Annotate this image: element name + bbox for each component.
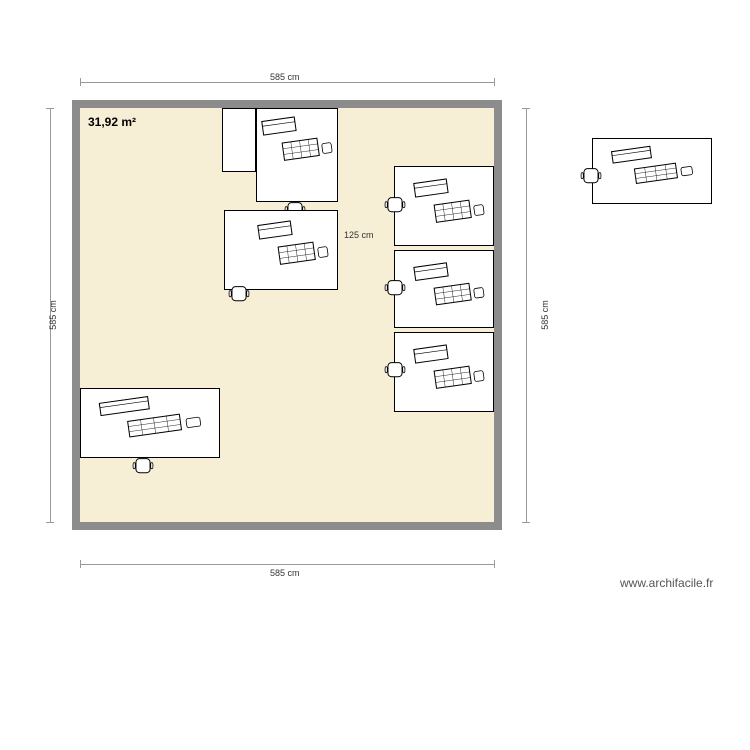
dim-bottom-line — [80, 564, 494, 565]
right-bot-desk-chair — [384, 360, 406, 382]
right-mid-desk-workstation — [411, 259, 489, 319]
bottom-left-desk-chair — [132, 456, 154, 478]
floorplan-canvas: 31,92 m² 585 cm585 cm585 cm585 cm125 cm … — [0, 0, 750, 750]
center-desk-chair — [228, 284, 250, 306]
dim-right-label: 585 cm — [540, 300, 550, 330]
dim-interior-label: 125 cm — [344, 230, 374, 240]
external-desk — [592, 138, 712, 204]
adrien-desk — [256, 108, 338, 202]
external-desk-chair — [580, 166, 602, 188]
right-top-desk — [394, 166, 494, 246]
bottom-left-desk-workstation — [93, 393, 209, 449]
bottom-left-desk — [80, 388, 220, 458]
adrien-desk-workstation — [259, 113, 337, 175]
dim-right-line — [526, 108, 527, 522]
right-mid-desk — [394, 250, 494, 328]
dim-bottom-label: 585 cm — [270, 568, 300, 578]
dim-left-label: 585 cm — [48, 300, 58, 330]
room-area-label: 31,92 m² — [88, 115, 136, 129]
right-top-desk-chair — [384, 195, 406, 217]
external-desk-workstation — [607, 143, 699, 195]
watermark: www.archifacile.fr — [620, 576, 713, 590]
dim-top-line — [80, 82, 494, 83]
center-desk — [224, 210, 338, 290]
armoire — [222, 108, 256, 172]
center-desk-workstation — [255, 217, 333, 279]
right-bot-desk — [394, 332, 494, 412]
right-bot-desk-workstation — [411, 341, 489, 403]
right-top-desk-workstation — [411, 175, 489, 237]
right-mid-desk-chair — [384, 278, 406, 300]
dim-top-label: 585 cm — [270, 72, 300, 82]
